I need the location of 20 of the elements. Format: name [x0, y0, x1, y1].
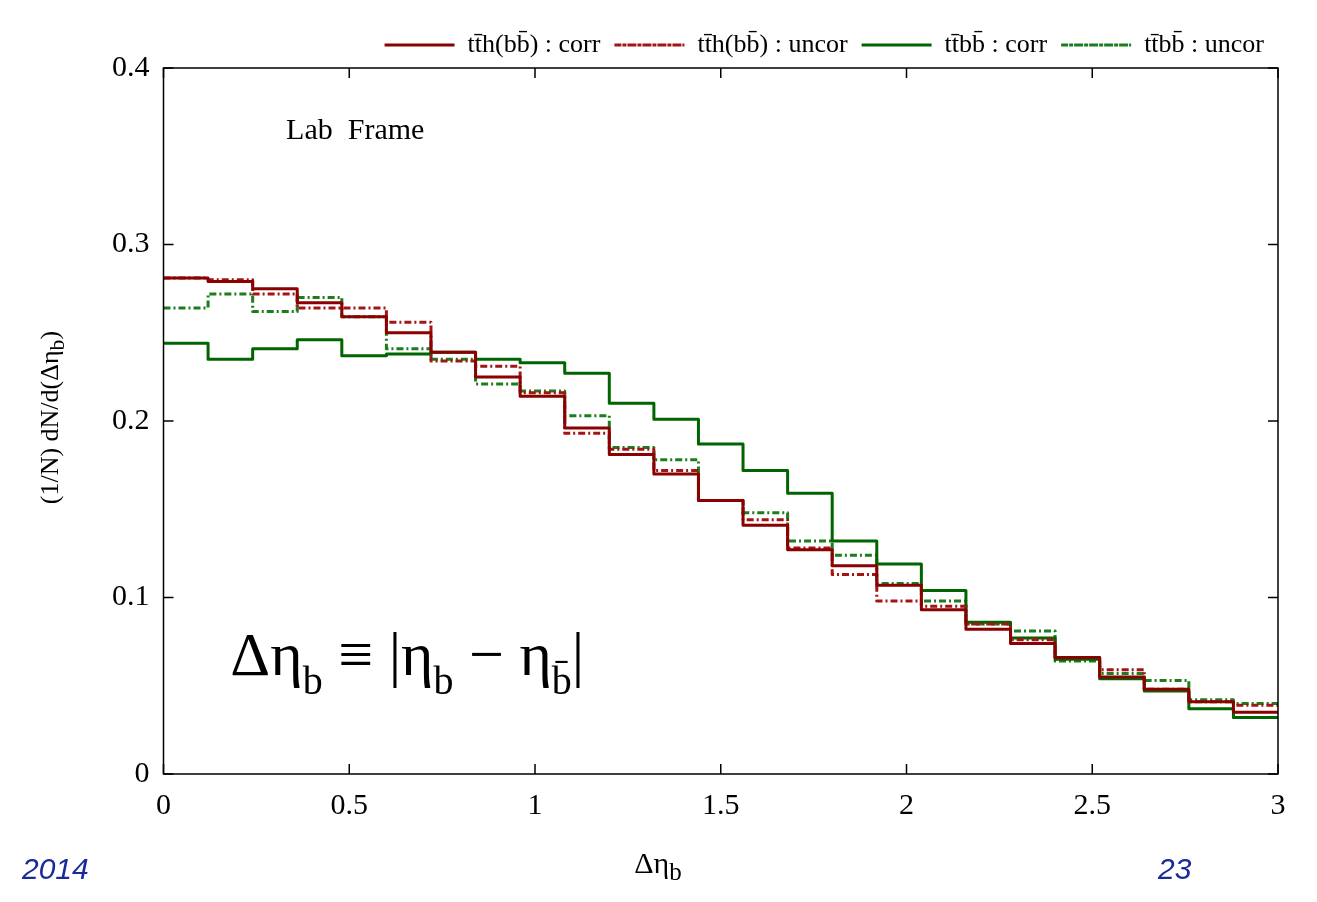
legend-label: tt̄bb̄ : corr — [944, 28, 1048, 58]
y-tick-label: 0.3 — [112, 225, 150, 259]
x-tick-label: 1 — [527, 786, 543, 820]
legend-label: tt̄h(bb̄) : corr — [467, 28, 601, 58]
x-tick-label: 3 — [1270, 786, 1286, 820]
y-tick-label: 0 — [134, 754, 150, 788]
x-tick-label: 0 — [156, 786, 171, 820]
x-tick-label: 2.5 — [1073, 786, 1111, 820]
x-tick-label: 0.5 — [330, 786, 368, 820]
legend-label: tt̄h(bb̄) : uncor — [697, 28, 848, 58]
x-tick-label: 1.5 — [702, 786, 740, 820]
text: 2014 — [22, 852, 89, 886]
y-tick-label: 0.4 — [112, 48, 150, 82]
text: 23 — [1158, 852, 1192, 886]
x-axis-title: Δη$_{b}$ — [634, 846, 682, 885]
y-tick-label: 0.1 — [112, 578, 150, 612]
x-tick-label: 2 — [899, 786, 914, 820]
annotation: Lab Frame — [286, 111, 425, 145]
y-tick-label: 0.2 — [112, 401, 150, 435]
legend-label: tt̄bb̄ : uncor — [1144, 28, 1265, 58]
